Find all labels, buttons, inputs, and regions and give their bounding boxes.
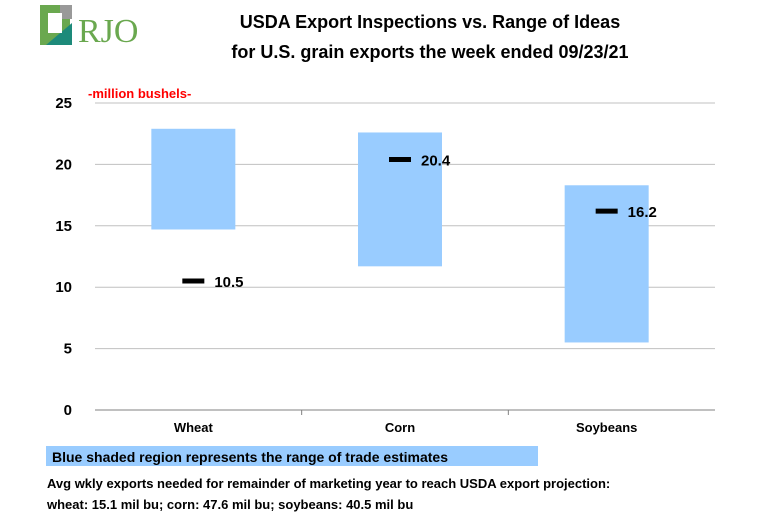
y-tick-label: 25	[55, 95, 72, 112]
plot-area: 0 5 10 15 20 25 10.5 Wheat 20.4 Corn 16.2 Soybeans	[55, 95, 715, 435]
x-tick-label: Wheat	[174, 420, 214, 435]
chart-title-line1: USDA Export Inspections vs. Range of Ide…	[239, 12, 621, 32]
actual-value-label: 16.2	[628, 204, 657, 221]
actual-value-label: 20.4	[421, 152, 451, 169]
footer-line-2: wheat: 15.1 mil bu; corn: 47.6 mil bu; s…	[47, 497, 414, 512]
y-axis-unit-label: -million bushels-	[88, 86, 192, 101]
y-tick-label: 10	[55, 279, 72, 296]
y-tick-label: 0	[64, 402, 72, 419]
y-tick-label: 5	[64, 341, 72, 358]
svg-text:RJO: RJO	[78, 13, 138, 50]
x-tick-label: Corn	[385, 420, 415, 435]
actual-value-label: 10.5	[214, 274, 243, 291]
rjo-logo: RJO	[40, 5, 138, 50]
y-tick-label: 20	[55, 156, 72, 173]
range-bar-corn	[358, 132, 442, 267]
footer-line-1: Avg wkly exports needed for remainder of…	[47, 476, 611, 491]
x-tick-label: Soybeans	[576, 420, 637, 435]
range-bar-wheat	[151, 128, 236, 230]
y-tick-label: 15	[55, 218, 72, 235]
range-legend-note: Blue shaded region represents the range …	[46, 446, 538, 466]
chart-title-line2: for U.S. grain exports the week ended 09…	[231, 42, 629, 62]
